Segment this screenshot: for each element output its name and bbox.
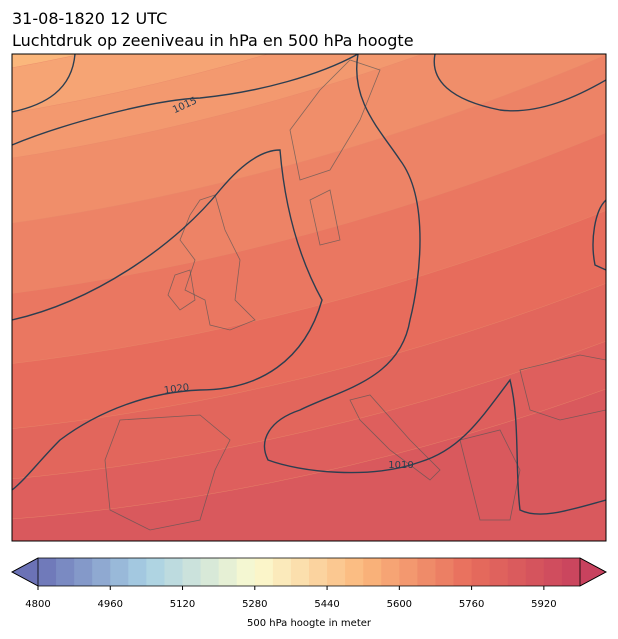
coastline <box>289 59 381 181</box>
colorbar-segment <box>92 558 111 586</box>
colorbar-tick-label: 5280 <box>242 599 267 610</box>
colorbar-segment <box>525 558 545 586</box>
colorbar-segment <box>254 558 274 586</box>
colorbar-segment <box>182 558 202 586</box>
isobar <box>433 54 606 112</box>
colorbar-segment <box>290 558 310 586</box>
colorbar-extend <box>579 557 607 587</box>
colorbar-segment <box>272 558 292 586</box>
colorbar-segment <box>399 558 418 586</box>
coastline <box>104 414 231 531</box>
coastline <box>167 269 196 311</box>
colorbar-tick-label: 4800 <box>25 599 50 610</box>
colorbar-segment <box>381 558 400 586</box>
colorbar-segment <box>543 558 563 586</box>
colorbar-segment <box>417 558 436 586</box>
colorbar-extend <box>11 557 39 587</box>
colorbar-segment <box>489 558 509 586</box>
colorbar-segment <box>363 558 382 586</box>
coastline <box>179 194 256 331</box>
coastline <box>349 394 441 481</box>
colorbar-tick-label: 5760 <box>459 599 484 610</box>
colorbar-tick-label: 4960 <box>98 599 123 610</box>
colorbar-segment <box>56 558 75 586</box>
colorbar-segment <box>128 558 147 586</box>
isobar <box>12 54 76 113</box>
colorbar-segment <box>164 558 184 586</box>
colorbar-segment <box>38 558 57 586</box>
coastline <box>309 189 341 246</box>
colorbar: 4800 4960 5120 5280 5440 5600 5760 5920 <box>11 557 607 610</box>
isobar <box>592 199 606 271</box>
isobar <box>263 54 606 515</box>
map-frame <box>11 53 607 542</box>
colorbar-segment <box>345 558 364 586</box>
subtitle: Luchtdruk op zeeniveau in hPa en 500 hPa… <box>12 31 414 50</box>
contour-label: 1010 <box>388 460 413 471</box>
colorbar-segment <box>453 558 473 586</box>
colorbar-segment <box>435 558 455 586</box>
colorbar-segment <box>146 558 165 586</box>
colorbar-segment <box>200 558 220 586</box>
colorbar-tick-label: 5920 <box>531 599 556 610</box>
band <box>12 388 606 541</box>
colorbar-segment <box>471 558 491 586</box>
colorbar-tick-label: 5600 <box>387 599 412 610</box>
coastlines <box>104 59 606 531</box>
colorbar-segment <box>218 558 238 586</box>
colorbar-segment <box>110 558 129 586</box>
colorbar-tick-label: 5120 <box>170 599 195 610</box>
coastline <box>459 429 521 521</box>
colorbar-segment <box>236 558 256 586</box>
contour-label: 1020 <box>163 382 190 396</box>
isobars <box>12 54 606 515</box>
colorbar-segment <box>507 558 527 586</box>
coastline <box>519 354 606 421</box>
colorbar-segment <box>327 558 346 586</box>
colorbar-segment <box>309 558 328 586</box>
isobar <box>12 149 323 491</box>
colorbar-segment <box>561 558 581 586</box>
colorbar-tick-label: 5440 <box>314 599 339 610</box>
colorbar-segment <box>74 558 93 586</box>
title: 31-08-1820 12 UTC <box>12 9 167 28</box>
isobar <box>12 54 359 146</box>
colorbar-label: 500 hPa hoogte in meter <box>247 618 372 629</box>
height-field <box>12 54 606 541</box>
